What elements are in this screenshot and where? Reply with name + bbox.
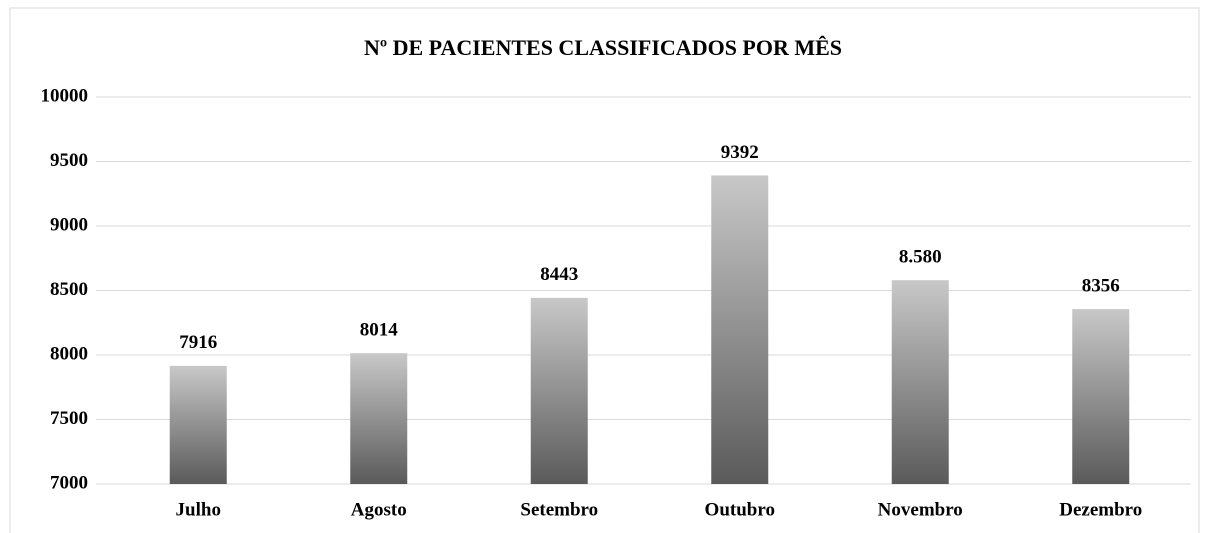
y-tick-label: 7000 [50, 472, 88, 493]
bar [1072, 309, 1130, 484]
data-label: 8443 [540, 264, 578, 285]
data-label: 8356 [1082, 275, 1120, 296]
chart-title: Nº DE PACIENTES CLASSIFICADOS POR MÊS [364, 35, 842, 60]
bar [530, 297, 588, 484]
bar [711, 175, 769, 484]
x-tick-label: Dezembro [1059, 499, 1142, 520]
data-label: 7916 [179, 332, 217, 353]
y-tick-label: 8000 [50, 343, 88, 364]
y-tick-label: 8500 [50, 279, 88, 300]
data-label: 9392 [721, 142, 759, 163]
chart-frame [9, 7, 1200, 533]
x-tick-label: Setembro [520, 499, 598, 520]
data-label: 8014 [360, 320, 399, 341]
y-tick-label: 9000 [50, 214, 88, 235]
x-tick-label: Julho [176, 499, 221, 520]
x-tick-label: Outubro [705, 499, 775, 520]
bar [169, 365, 227, 484]
bar [891, 280, 949, 484]
data-label: 8.580 [899, 247, 942, 268]
x-tick-label: Agosto [351, 499, 407, 520]
y-tick-label: 7500 [50, 408, 88, 429]
bar [350, 353, 408, 484]
x-tick-label: Novembro [878, 499, 963, 520]
y-tick-label: 10000 [41, 85, 89, 106]
y-tick-label: 9500 [50, 150, 88, 171]
